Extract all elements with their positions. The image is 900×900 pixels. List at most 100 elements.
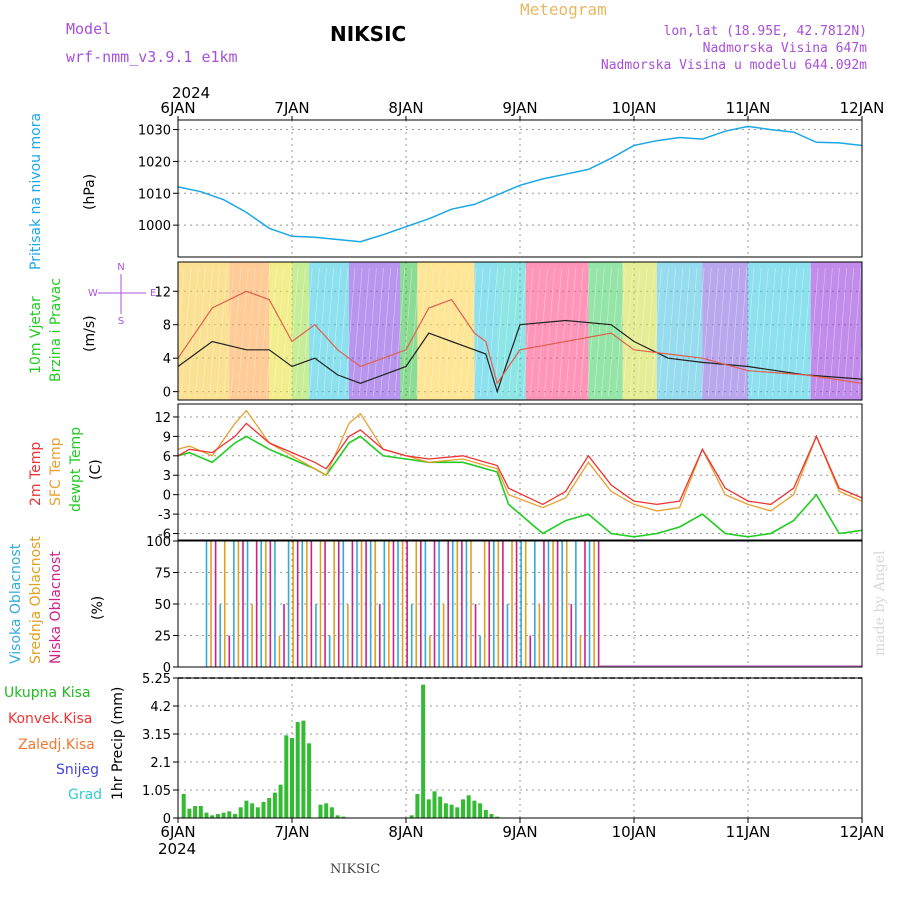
wind-barb-hatch bbox=[444, 267, 456, 397]
wind-barb-hatch bbox=[757, 267, 769, 397]
compass-north: N bbox=[117, 262, 124, 273]
x-tick-label-bottom: 12JAN bbox=[840, 823, 885, 841]
wind-barb-hatch bbox=[387, 267, 399, 397]
wind-barb-hatch bbox=[857, 267, 869, 397]
precip-bar bbox=[221, 812, 226, 818]
wind-barb-hatch bbox=[515, 267, 527, 397]
wind-barb-hatch bbox=[537, 267, 548, 397]
temp-2m-line bbox=[177, 422, 863, 506]
y-tick-label: 3.15 bbox=[142, 728, 171, 743]
wind-barb-hatch bbox=[586, 267, 598, 397]
wind-barb-hatch bbox=[743, 267, 755, 397]
panel-frame-0 bbox=[177, 119, 863, 258]
precip-bar bbox=[449, 804, 454, 818]
wind-barb-hatch bbox=[330, 267, 342, 397]
y-tick-label: 1.05 bbox=[142, 784, 171, 799]
precip-bar bbox=[318, 804, 323, 818]
wind-barb-hatch bbox=[551, 267, 562, 397]
wind-band-12 bbox=[622, 262, 657, 400]
wind-barb-hatch bbox=[822, 267, 833, 397]
precip-bar bbox=[489, 814, 494, 818]
precip-legend-convective: Konvek.Kisa bbox=[8, 711, 93, 727]
x-tick-label-top: 7JAN bbox=[274, 99, 309, 117]
x-tick-label-bottom: 8JAN bbox=[388, 823, 423, 841]
precip-bar bbox=[250, 803, 255, 818]
y-tick-label: 1020 bbox=[138, 155, 171, 170]
data-layer bbox=[173, 125, 869, 818]
year-bottom: 2024 bbox=[158, 840, 197, 858]
compass-east: E bbox=[150, 288, 156, 299]
wind-barb-hatch bbox=[465, 267, 477, 397]
wind-barb-hatch bbox=[451, 267, 463, 397]
x-tick-label-top: 9JAN bbox=[502, 99, 537, 117]
precip-bar bbox=[198, 806, 203, 818]
wind-barb-hatch bbox=[558, 267, 570, 397]
wind-barb-hatch bbox=[480, 267, 491, 397]
model-label: Model bbox=[66, 20, 112, 38]
wind-barb-hatch bbox=[244, 267, 256, 397]
wind-barb-hatch bbox=[765, 267, 776, 397]
wind-barb-hatch bbox=[358, 267, 370, 397]
precip-bar bbox=[335, 815, 340, 818]
axes-layer bbox=[178, 120, 862, 818]
wind-barb-hatch bbox=[273, 267, 285, 397]
x-tick-label-bottom: 11JAN bbox=[726, 823, 771, 841]
wind-barb-hatch bbox=[850, 267, 862, 397]
wind-barb-hatch bbox=[836, 267, 847, 397]
y-tick-label: 9 bbox=[163, 430, 171, 445]
y-tick-label: 25 bbox=[154, 630, 171, 645]
wind-barb-hatch bbox=[394, 267, 406, 397]
y-tick-label: 0 bbox=[163, 386, 171, 401]
wind-barb-hatch bbox=[658, 267, 669, 397]
meteogram-label: Meteogram bbox=[520, 0, 607, 19]
wind-barb-hatch bbox=[294, 267, 306, 397]
precip-bar bbox=[290, 738, 294, 818]
year-top: 2024 bbox=[172, 84, 211, 102]
x-tick-label-bottom: 9JAN bbox=[502, 823, 537, 841]
wind-barb-hatch bbox=[373, 267, 384, 397]
wind-barb-hatch bbox=[622, 267, 634, 397]
wind-barb-hatch bbox=[301, 267, 313, 397]
wind-barb-hatch bbox=[287, 267, 299, 397]
y-tick-label: 12 bbox=[154, 285, 171, 300]
wind-barb-hatch bbox=[829, 267, 840, 397]
wind-barb-hatch bbox=[686, 267, 698, 397]
wind-barb-hatch bbox=[579, 267, 591, 397]
compass-icon: N S W E bbox=[88, 262, 156, 327]
precip-legend-total: Ukupna Kisa bbox=[4, 685, 91, 701]
precip-bar bbox=[204, 812, 209, 818]
wind-barb-hatch bbox=[202, 267, 213, 397]
dewpoint-line bbox=[177, 435, 863, 538]
wind-barb-hatch bbox=[230, 267, 242, 397]
y-tick-label: 0 bbox=[163, 489, 171, 504]
wind-barb-hatch bbox=[187, 267, 199, 397]
compass-south: S bbox=[118, 316, 124, 327]
y-tick-label: 2.1 bbox=[150, 756, 171, 771]
x-tick-label-top: 6JAN bbox=[160, 99, 195, 117]
altitude-label: Nadmorska Visina 647m bbox=[702, 41, 867, 56]
wind-barb-hatch bbox=[458, 267, 470, 397]
precip-bar bbox=[341, 816, 346, 818]
y-tick-label: 4.2 bbox=[150, 700, 171, 715]
precip-bar bbox=[267, 798, 272, 818]
wind-barb-hatch bbox=[337, 267, 349, 397]
precip-bar bbox=[181, 794, 186, 818]
precip-bar bbox=[478, 803, 483, 818]
wind-barb-hatch bbox=[401, 267, 413, 397]
precip-bar bbox=[466, 795, 471, 818]
precip-bar bbox=[272, 792, 277, 818]
wind-band-8 bbox=[474, 262, 498, 400]
precip-bar bbox=[233, 814, 237, 818]
wind-barb-hatch bbox=[651, 267, 662, 397]
wind-band-5 bbox=[349, 262, 401, 400]
precip-bar bbox=[461, 799, 465, 818]
wind-barb-hatch bbox=[715, 267, 726, 397]
wind-gust-line bbox=[177, 290, 863, 385]
y-tick-label: -6 bbox=[158, 528, 171, 543]
precip-bar bbox=[295, 722, 300, 818]
precip-bar bbox=[284, 735, 289, 818]
precip-bar bbox=[238, 807, 243, 818]
precip-bar bbox=[421, 684, 426, 818]
x-tick-label-bottom: 6JAN bbox=[160, 823, 195, 841]
